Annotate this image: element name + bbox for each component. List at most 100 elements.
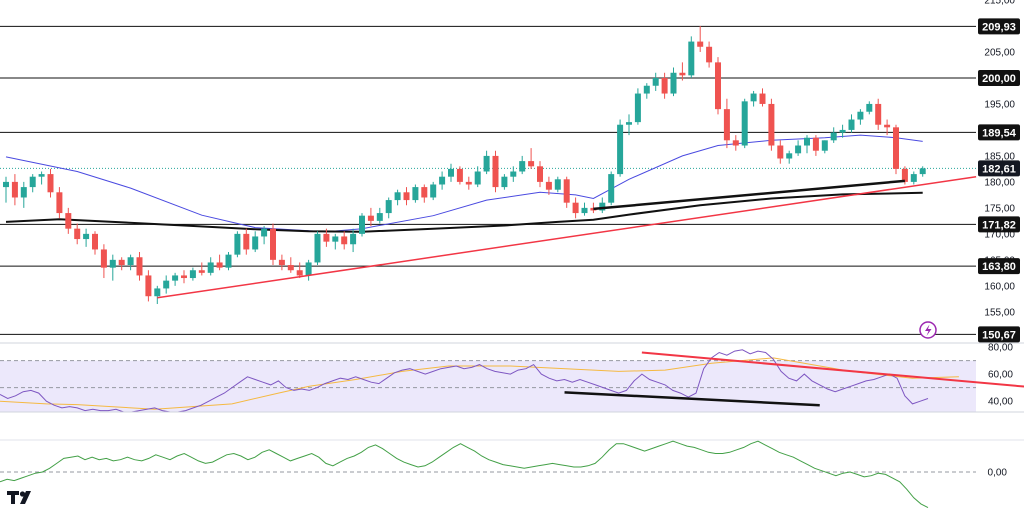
candle-57 [510,166,517,182]
candle-96 [857,109,864,125]
price-tick-label: 180,00 [984,177,1015,188]
candle-body [216,262,223,268]
candle-100 [893,124,899,175]
candle-18 [163,275,170,294]
candle-body [74,228,81,240]
candle-17 [154,285,161,305]
level-label-0-bg [978,18,1020,35]
candle-body [29,176,36,188]
oscillator-line [0,440,929,509]
candle-body [839,129,846,133]
candle-44 [394,189,401,206]
candle-body [3,181,9,188]
candle-38 [341,231,348,250]
candle-7 [65,207,72,234]
candle-body [154,288,161,297]
candle-72 [643,83,650,99]
candle-body [474,171,481,185]
level-label-5-bg [978,326,1020,343]
candle-body [697,41,704,47]
candle-body [376,213,383,221]
candle-41 [367,207,374,227]
trendline-support-black [593,179,906,211]
candle-79 [706,41,713,68]
candle-87 [777,140,784,164]
candle-body [777,145,784,159]
trendlines [157,175,977,299]
moving-averages [5,134,923,233]
candle-98 [875,98,882,130]
candle-32 [287,257,294,273]
candle-48 [430,181,437,201]
candle-body [118,259,125,266]
candle-body [448,168,454,177]
candle-8 [74,223,81,245]
candle-body [100,249,107,268]
level-label-0-text: 209,93 [982,21,1016,33]
candle-body [741,101,748,146]
oscillator-pane: 0,00 [0,439,1024,509]
candle-47 [421,184,428,203]
candle-71 [634,88,641,125]
tv-logo [7,491,31,504]
candle-body [314,233,321,263]
candle-28 [252,231,259,253]
candle-body [510,171,517,177]
candle-74 [661,72,668,99]
moving-average-black [5,191,923,233]
candle-78 [697,25,704,52]
candle-45 [403,187,410,206]
candle-body [65,213,72,229]
candle-body [830,132,837,141]
rsi-tick-label: 40,00 [988,397,1013,408]
candle-5 [47,168,54,198]
candle-61 [545,176,552,195]
candle-body [795,145,802,154]
candle-body [332,236,339,242]
level-label-3-text: 171,82 [982,219,1016,231]
candle-body [679,72,686,76]
candle-2 [20,181,27,208]
candle-95 [848,114,855,133]
candle-body [875,103,882,125]
level-label-4: 163,80 [978,258,1020,275]
candle-1 [11,174,18,206]
candle-body [483,155,490,172]
candle-body [278,259,285,266]
candle-body [172,275,179,281]
candle-99 [884,119,891,136]
level-label-1-text: 200,00 [982,73,1016,85]
candle-body [768,103,775,146]
candle-94 [839,124,846,138]
price-tick-label: 215,00 [984,0,1015,7]
candle-88 [786,150,793,164]
candle-body [127,257,134,266]
candle-body [385,200,392,214]
candle-46 [412,184,419,203]
candle-body [626,122,632,125]
candle-86 [768,98,775,151]
candle-body [225,254,232,268]
candle-body [163,280,170,289]
candle-30 [270,223,276,266]
candle-body [599,202,606,211]
candle-31 [278,254,285,271]
candle-body [492,155,499,188]
trendline-rsi-resistance-red [641,351,1024,388]
candle-body [893,127,899,169]
candle-20 [181,270,187,284]
candle-14 [127,254,134,271]
candle-21 [189,267,196,281]
candle-body [812,137,819,151]
trendline-support-red [157,175,977,299]
candle-body [341,236,348,245]
trendline-rsi-support-black [564,391,820,407]
candle-body [528,161,535,167]
lightning-icon[interactable] [919,321,937,339]
candle-4 [38,171,45,185]
candle-69 [617,119,624,177]
osc-tick-label: 0,00 [988,467,1008,478]
candle-body [234,233,241,255]
candle-36 [323,228,330,247]
level-label-0: 209,93 [978,18,1020,35]
